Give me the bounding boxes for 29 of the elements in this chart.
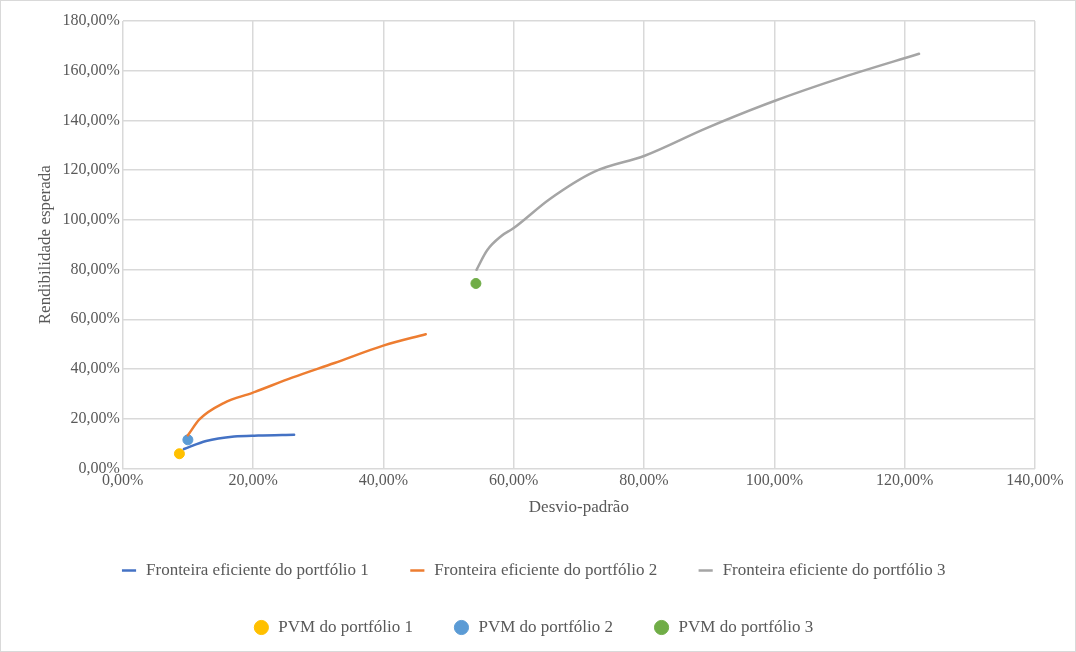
x-tick-label: 140,00% xyxy=(1006,471,1064,489)
point xyxy=(173,448,185,460)
legend-label: Fronteira eficiente do portfólio 3 xyxy=(722,559,946,579)
y-tick-label: 80,00% xyxy=(70,259,120,277)
legend-label: Fronteira eficiente do portfólio 1 xyxy=(146,559,369,579)
x-axis-title: Desvio-padrão xyxy=(528,497,629,517)
y-tick-label: 140,00% xyxy=(62,110,120,128)
y-tick-label: 0,00% xyxy=(78,458,120,476)
x-tick-label: 60,00% xyxy=(489,471,539,489)
legend-label: Fronteira eficiente do portfólio 2 xyxy=(434,559,658,579)
legend-label: PVM do portfólio 2 xyxy=(478,616,614,636)
x-tick-label: 120,00% xyxy=(876,471,934,489)
y-tick-label: 120,00% xyxy=(62,160,120,178)
y-tick-label: 40,00% xyxy=(70,359,120,377)
y-tick-label: 20,00% xyxy=(70,408,120,426)
y-tick-label: 100,00% xyxy=(62,210,120,228)
x-tick-label: 80,00% xyxy=(619,471,669,489)
y-tick-label: 180,00% xyxy=(62,11,120,29)
y-tick-label: 60,00% xyxy=(70,309,120,327)
line-series xyxy=(475,52,921,272)
x-tick-label: 100,00% xyxy=(745,471,804,489)
x-tick-label: 40,00% xyxy=(358,471,409,489)
point xyxy=(182,434,194,446)
y-axis-title: Rendibilidade esperada xyxy=(34,164,54,325)
point xyxy=(470,277,482,289)
legend-label: PVM do portfólio 1 xyxy=(278,616,413,636)
x-tick-label: 20,00% xyxy=(228,471,278,489)
legend-label: PVM do portfólio 3 xyxy=(678,616,814,636)
y-tick-label: 160,00% xyxy=(62,60,120,78)
